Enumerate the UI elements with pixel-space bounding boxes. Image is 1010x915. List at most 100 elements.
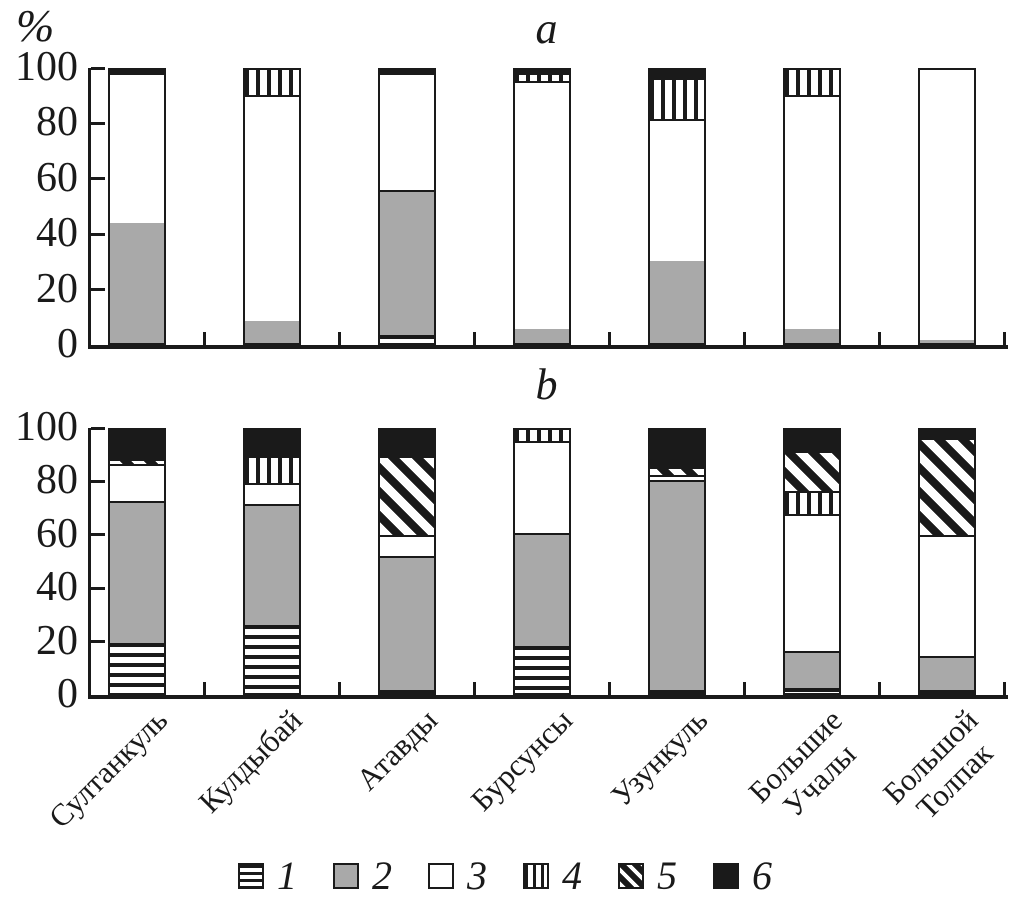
bar-segment-5 [110,458,164,465]
y-tick-label: 40 [36,210,78,257]
x-tick [1003,332,1006,345]
bar-segment-3 [515,440,569,533]
bar-segment-3 [920,535,974,657]
legend-item-6: 6 [713,856,772,896]
bar-segment-4 [785,490,839,515]
stacked-bar [918,68,976,345]
bar-segment-1 [785,687,839,693]
y-tick [91,586,105,590]
x-category-label: Большие Учалы [742,702,873,834]
bar-segment-5 [380,456,434,536]
x-tick [878,332,881,345]
legend-swatch-5 [618,863,644,889]
bar-segment-3 [650,474,704,480]
x-tick [473,682,476,695]
y-tick [91,121,105,125]
stacked-bar [648,68,706,345]
stacked-bar [243,428,301,695]
y-tick-label: 0 [57,671,78,717]
y-tick [91,66,105,70]
bar-segment-1 [650,690,704,693]
y-tick [91,232,105,236]
y-tick-label: 0 [57,321,78,367]
bar-segment-3 [920,70,974,341]
x-tick [338,332,341,345]
bar-segment-1 [245,624,299,693]
legend-swatch-3 [428,863,454,889]
bar-segment-2 [110,501,164,644]
bar-segment-2 [110,222,164,343]
bar-segment-2 [245,503,299,625]
bar-segment-6 [650,70,704,79]
x-category-label: Бурсунсы [464,702,579,817]
bar-segment-2 [650,261,704,343]
bar-segment-3 [380,535,434,557]
legend-item-2: 2 [333,856,392,896]
y-tick-label: 80 [36,457,78,504]
x-category-label: Кулдыбай [191,702,310,820]
bar-segment-6 [380,430,434,457]
bar-segment-4 [650,78,704,120]
x-category-label-line: Атавды [349,702,445,798]
x-category-label: Узункуль [604,702,715,813]
stacked-bar [648,428,706,695]
legend-label-2: 2 [372,853,392,898]
legend-label-3: 3 [467,853,487,898]
legend-swatch-1 [238,863,264,889]
y-tick [91,288,105,292]
panel-a-title: a [535,4,558,53]
bar-segment-6 [920,430,974,438]
x-axis-labels: Султанкуль Кулдыбай Атавды Бурсунсы Узункуль… [42,700,1008,860]
bar-segment-1 [920,690,974,693]
y-tick [91,640,105,644]
stacked-bar [108,68,166,345]
x-category-label-line: Кулдыбай [191,702,310,820]
x-category-label-line: Султанкуль [41,702,175,835]
panel-a-plot: 100 80 60 40 20 0 [15,46,1008,365]
x-tick [473,332,476,345]
stacked-bar [243,68,301,345]
bar-segment-2 [515,532,569,646]
bar-segment-1 [515,645,569,693]
bar-segment-6 [110,430,164,459]
bar-segment-2 [785,329,839,343]
legend-item-5: 5 [618,856,677,896]
legend-label-4: 4 [562,853,582,898]
legend-label-6: 6 [752,853,772,898]
x-tick [203,332,206,345]
y-tick-label: 60 [36,154,78,201]
bar-segment-2 [785,650,839,688]
bar-segment-2 [920,340,974,343]
legend-label-1: 1 [277,853,297,898]
bar-segment-2 [650,479,704,691]
bar-segment-4 [785,70,839,95]
x-tick [608,682,611,695]
stacked-bar [108,428,166,695]
x-tick [878,682,881,695]
legend-item-3: 3 [428,856,487,896]
stacked-bar [378,428,436,695]
y-tick [91,426,105,430]
x-category-label: Большой Толпак [876,702,1008,835]
bar-segment-1 [380,334,434,343]
bar-segment-4 [245,70,299,95]
legend-item-1: 1 [238,856,297,896]
y-axis-unit-label: % [16,0,55,51]
bar-segment-4 [245,456,299,483]
x-tick [1003,682,1006,695]
bar-segment-3 [110,72,164,223]
y-tick-label: 60 [36,510,78,557]
bar-segment-5 [650,466,704,475]
y-tick [91,533,105,537]
bar-segment-6 [110,70,164,73]
y-tick-label: 40 [36,564,78,611]
bar-segment-3 [785,94,839,330]
y-tick-label: 20 [36,617,78,664]
bar-segment-3 [245,482,299,504]
bar-segment-2 [380,556,434,691]
y-tick-label: 80 [36,99,78,146]
legend-swatch-2 [333,863,359,889]
bar-segment-3 [515,80,569,330]
x-category-label: Атавды [349,702,445,798]
